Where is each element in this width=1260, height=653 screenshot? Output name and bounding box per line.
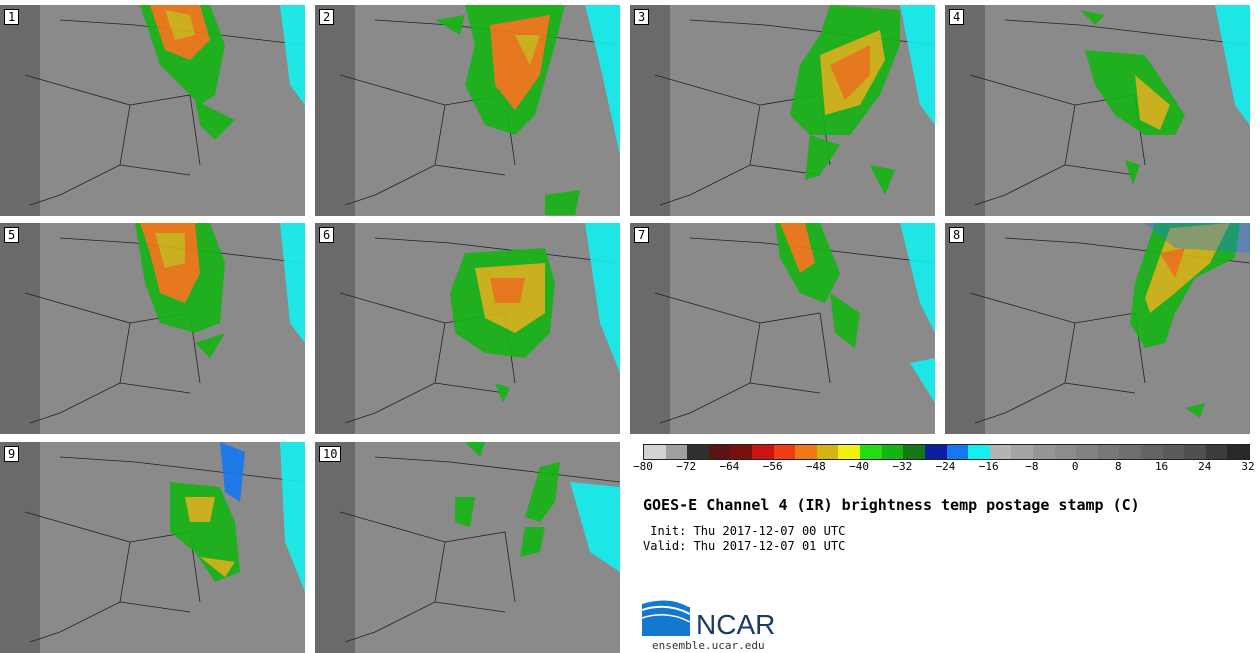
colorbar-swatch	[1054, 445, 1077, 459]
colorbar-tick-label: −48	[805, 460, 826, 473]
panel-label: 2	[319, 9, 335, 25]
colorbar-swatch	[665, 445, 688, 459]
panel-label: 10	[319, 446, 342, 462]
colorbar-tick-label: −24	[935, 460, 956, 473]
colorbar-swatch	[860, 445, 882, 459]
map-image-7	[630, 223, 935, 434]
panel-label: 4	[949, 9, 965, 25]
colorbar-tick-label: −64	[719, 460, 740, 473]
map-image-6	[315, 223, 620, 434]
colorbar-swatch	[1141, 445, 1163, 459]
colorbar-swatch	[795, 445, 817, 459]
map-image-5	[0, 223, 305, 434]
colorbar-swatch	[1119, 445, 1142, 459]
map-panel-2: 2	[315, 5, 620, 216]
panel-label: 8	[949, 227, 965, 243]
logo-url: ensemble.ucar.edu	[652, 639, 765, 652]
colorbar-swatch	[773, 445, 796, 459]
panel-label: 9	[4, 446, 20, 462]
map-panel-5: 5	[0, 223, 305, 434]
panel-label: 5	[4, 227, 20, 243]
colorbar-tick-label: 0	[1071, 460, 1079, 473]
colorbar-swatch	[968, 445, 990, 459]
colorbar-tick-label: 16	[1154, 460, 1169, 473]
colorbar-swatch	[816, 445, 839, 459]
colorbar-swatch	[1032, 445, 1055, 459]
colorbar-swatch	[687, 445, 709, 459]
colorbar-swatch	[1162, 445, 1185, 459]
map-panel-4: 4	[945, 5, 1250, 216]
panel-label: 1	[4, 9, 20, 25]
panel-label: 7	[634, 227, 650, 243]
colorbar-tick-label: 24	[1198, 460, 1212, 473]
map-panel-8: 8	[945, 223, 1250, 434]
map-image-4	[945, 5, 1250, 216]
colorbar-swatch	[1227, 445, 1250, 459]
map-panel-10: 10	[315, 442, 620, 653]
logo-text: NCAR	[696, 609, 775, 640]
ncar-logo: NCAR	[642, 596, 775, 640]
panel-label: 6	[319, 227, 335, 243]
page-title: GOES-E Channel 4 (IR) brightness temp po…	[643, 496, 1140, 514]
colorbar-swatch	[1205, 445, 1228, 459]
colorbar-swatch	[1011, 445, 1033, 459]
colorbar-swatch	[838, 445, 861, 459]
colorbar-tick-label: −40	[849, 460, 869, 473]
map-panel-6: 6	[315, 223, 620, 434]
valid-time: Valid: Thu 2017-12-07 01 UTC	[643, 539, 846, 553]
colorbar-swatch	[1097, 445, 1120, 459]
colorbar-swatch	[881, 445, 904, 459]
panel-label: 3	[634, 9, 650, 25]
map-panel-7: 7	[630, 223, 935, 434]
colorbar-swatch	[989, 445, 1012, 459]
map-panel-3: 3	[630, 5, 935, 216]
map-image-10	[315, 442, 620, 653]
colorbar-swatch	[924, 445, 947, 459]
colorbar-swatch	[1184, 445, 1206, 459]
colorbar-swatch	[730, 445, 753, 459]
colorbar-swatch	[946, 445, 969, 459]
colorbar-swatch	[644, 445, 666, 459]
map-image-2	[315, 5, 620, 216]
map-panel-9: 9	[0, 442, 305, 653]
colorbar-swatch	[903, 445, 925, 459]
colorbar-tick-label: 32	[1241, 460, 1255, 473]
colorbar-swatch	[1076, 445, 1098, 459]
colorbar	[643, 444, 1250, 460]
colorbar-tick-label: −8	[1025, 460, 1039, 473]
colorbar-tick-label: −72	[676, 460, 697, 473]
colorbar-tick-label: −16	[978, 460, 999, 473]
colorbar-tick-label: −56	[762, 460, 783, 473]
map-image-8	[945, 223, 1250, 434]
colorbar-tick-label: −32	[892, 460, 913, 473]
map-image-9	[0, 442, 305, 653]
init-time: Init: Thu 2017-12-07 00 UTC	[643, 524, 846, 538]
colorbar-ticks: −80 −72 −64 −56 −48 −40 −32 −24 −16 −8 0 8 16 24 32	[633, 460, 1255, 474]
map-image-3	[630, 5, 935, 216]
colorbar-tick-label: 8	[1115, 460, 1122, 473]
colorbar-tick-label: −80	[633, 460, 653, 473]
map-image-1	[0, 5, 305, 216]
map-panel-1: 1	[0, 5, 305, 216]
colorbar-swatch	[708, 445, 731, 459]
colorbar-swatch	[752, 445, 774, 459]
